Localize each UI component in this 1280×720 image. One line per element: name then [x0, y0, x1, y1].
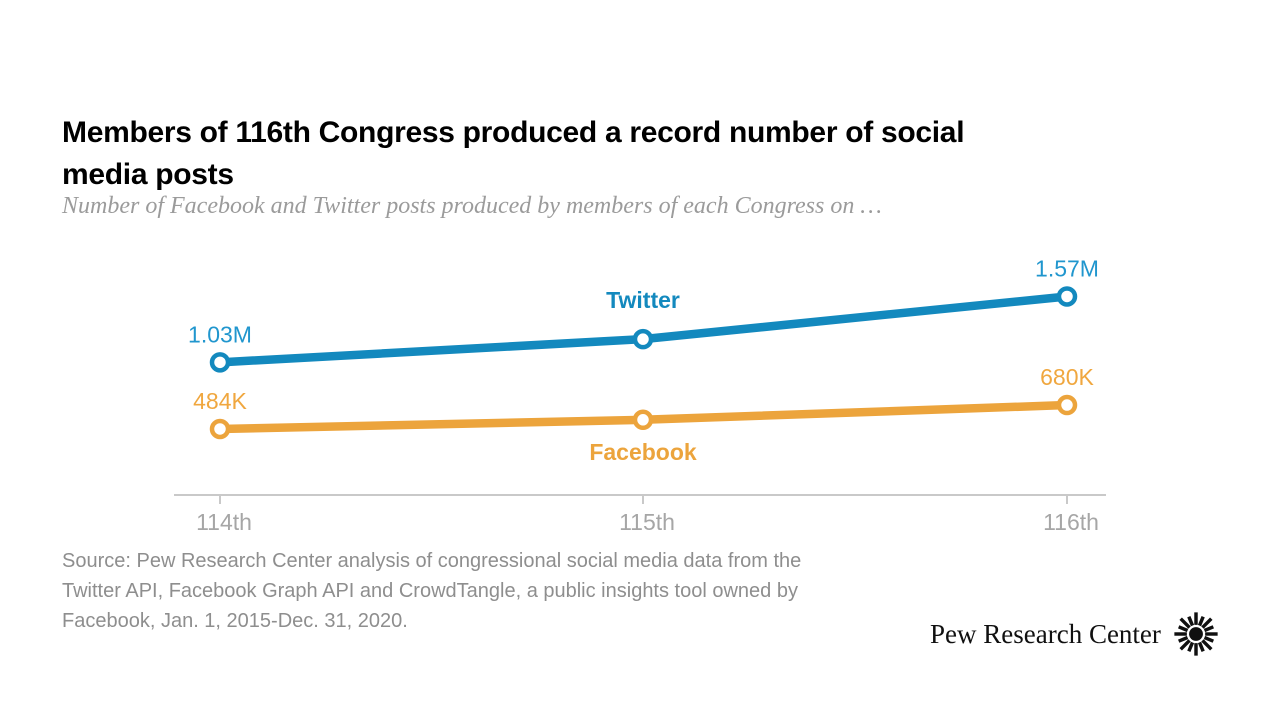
source-line-3: Facebook, Jan. 1, 2015-Dec. 31, 2020.: [62, 610, 408, 632]
source-line-2: Twitter API, Facebook Graph API and Crow…: [62, 580, 798, 602]
pew-sunburst-logo-icon: [1174, 612, 1218, 656]
sunburst-ray: [1179, 617, 1191, 629]
source-line-1: Source: Pew Research Center analysis of …: [62, 550, 802, 572]
x-axis-label-116th: 116th: [1043, 509, 1099, 535]
brand-footer: Pew Research Center: [930, 606, 1230, 662]
sunburst-ray: [1177, 625, 1189, 633]
chart-point-facebook-115th: [632, 409, 654, 431]
series-label-twitter: Twitter: [606, 287, 680, 313]
chart-point-twitter-115th: [632, 328, 654, 350]
sunburst-ray: [1203, 635, 1214, 643]
sunburst-ray: [1197, 616, 1205, 627]
sunburst-ray: [1187, 641, 1195, 652]
x-axis-label-115th: 115th: [619, 509, 675, 535]
page-title: Members of 116th Congress produced a rec…: [62, 112, 1142, 196]
sunburst-ray: [1201, 617, 1213, 629]
chart-point-facebook-114th: [209, 418, 231, 440]
sunburst-ray: [1203, 625, 1214, 633]
series-label-facebook: Facebook: [589, 439, 697, 465]
point-label-twitter-114th: 1.03M: [188, 321, 252, 347]
sunburst-ray: [1197, 641, 1205, 652]
chart-point-twitter-116th: [1056, 286, 1078, 307]
source-note: Source: Pew Research Center analysis of …: [62, 546, 942, 636]
sunburst-ray: [1179, 639, 1191, 651]
chart-point-facebook-116th: [1056, 394, 1078, 416]
sunburst-ray: [1201, 639, 1213, 651]
chart-point-twitter-114th: [209, 352, 231, 373]
title-line-1: Members of 116th Congress produced a rec…: [62, 116, 965, 150]
sunburst-ray: [1177, 635, 1189, 643]
title-line-2: media posts: [62, 158, 234, 192]
brand-name: Pew Research Center: [930, 618, 1161, 649]
point-label-twitter-116th: 1.57M: [1035, 255, 1099, 281]
point-label-facebook-116th: 680K: [1040, 364, 1094, 390]
x-axis-label-114th: 114th: [196, 509, 252, 535]
sunburst-ray: [1187, 616, 1195, 627]
chart-subtitle: Number of Facebook and Twitter posts pro…: [62, 193, 882, 219]
point-label-facebook-114th: 484K: [193, 388, 247, 414]
